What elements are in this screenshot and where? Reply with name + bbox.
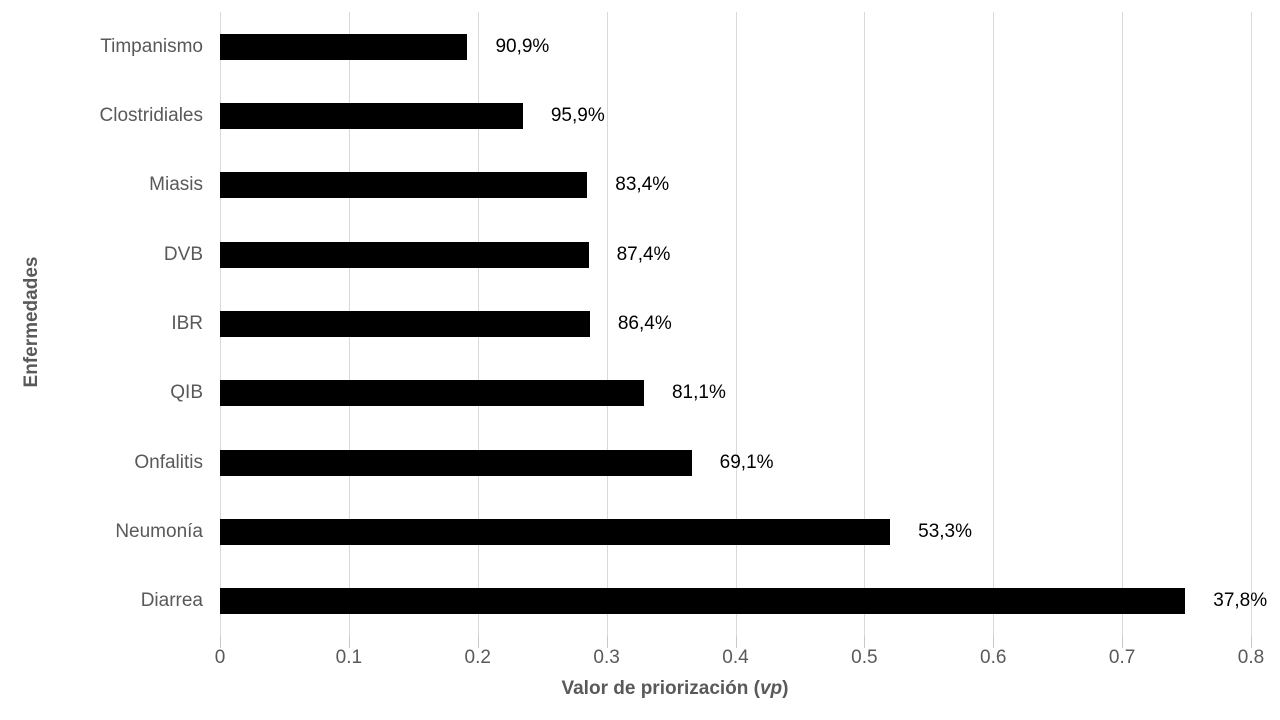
x-axis-tick xyxy=(993,636,995,648)
bar xyxy=(220,519,891,545)
bar xyxy=(220,33,468,60)
x-tick-label: 0.6 xyxy=(980,647,1007,668)
category-label: QIB xyxy=(170,382,203,404)
x-axis-tick xyxy=(606,636,608,648)
value-label: 90,9% xyxy=(495,35,550,57)
x-axis-title-italic: vp xyxy=(759,678,783,699)
bar xyxy=(220,103,523,129)
bar xyxy=(220,241,589,268)
value-label: 87,4% xyxy=(616,243,671,265)
gridline xyxy=(1122,12,1124,636)
category-label: IBR xyxy=(171,313,203,334)
x-tick-label: 0.7 xyxy=(1108,647,1136,668)
x-axis-tick xyxy=(735,636,737,648)
category-label: Timpanismo xyxy=(100,35,203,57)
gridline xyxy=(1251,12,1252,636)
x-tick-label: 0.3 xyxy=(593,647,620,668)
value-label: 86,4% xyxy=(617,313,672,334)
value-label: 37,8% xyxy=(1213,590,1268,612)
value-label: 69,1% xyxy=(719,451,774,473)
bar xyxy=(220,380,644,407)
x-tick-label: 0 xyxy=(214,647,226,668)
gridline xyxy=(993,12,995,636)
x-axis-title-prefix: Valor de priorización ( xyxy=(561,678,760,699)
gridline xyxy=(606,12,608,636)
x-axis-title-suffix: ) xyxy=(782,678,789,699)
x-tick-label: 0.2 xyxy=(464,647,491,668)
x-axis-title: Valor de priorización (vp) xyxy=(561,678,788,700)
x-tick-label: 0.1 xyxy=(335,647,363,668)
x-axis-tick xyxy=(348,636,350,648)
value-label: 53,3% xyxy=(918,521,973,542)
gridline xyxy=(735,12,737,636)
gridline xyxy=(864,12,866,636)
x-axis-tick xyxy=(220,636,221,648)
category-label: DVB xyxy=(163,243,203,265)
value-label: 81,1% xyxy=(671,382,726,404)
value-label: 83,4% xyxy=(615,174,670,196)
x-axis-tick xyxy=(477,636,479,648)
x-tick-label: 0.4 xyxy=(722,647,749,668)
x-axis-tick xyxy=(864,636,866,648)
x-axis-tick xyxy=(1122,636,1124,648)
category-label: Clostridiales xyxy=(99,105,203,126)
bar xyxy=(220,172,588,199)
category-label: Neumonía xyxy=(115,521,203,542)
category-label: Miasis xyxy=(149,174,203,196)
bar xyxy=(220,588,1186,615)
x-tick-label: 0.5 xyxy=(851,647,878,668)
value-label: 95,9% xyxy=(550,105,605,126)
category-label: Diarrea xyxy=(140,590,203,612)
bar xyxy=(220,311,590,337)
x-axis-tick xyxy=(1251,636,1252,648)
category-label: Onfalitis xyxy=(134,451,203,473)
x-tick-label: 0.8 xyxy=(1237,647,1265,668)
bar xyxy=(220,449,692,476)
